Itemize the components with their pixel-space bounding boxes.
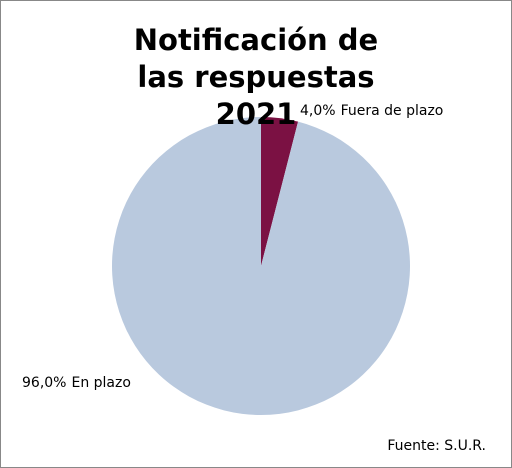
chart-title: Notificación de las respuestas 2021	[133, 23, 379, 131]
category-label: Fuera de plazo	[341, 103, 444, 119]
slice-label: 96,0% En plazo	[22, 375, 131, 391]
source-note: Fuente: S.U.R.	[387, 438, 486, 454]
pie-slice	[112, 117, 411, 415]
category-label: En plazo	[71, 375, 130, 391]
value-label: 96,0%	[22, 375, 66, 391]
pie-slice	[261, 117, 299, 266]
value-label: 4,0%	[300, 103, 336, 119]
slice-label: 4,0% Fuera de plazo	[300, 103, 443, 119]
